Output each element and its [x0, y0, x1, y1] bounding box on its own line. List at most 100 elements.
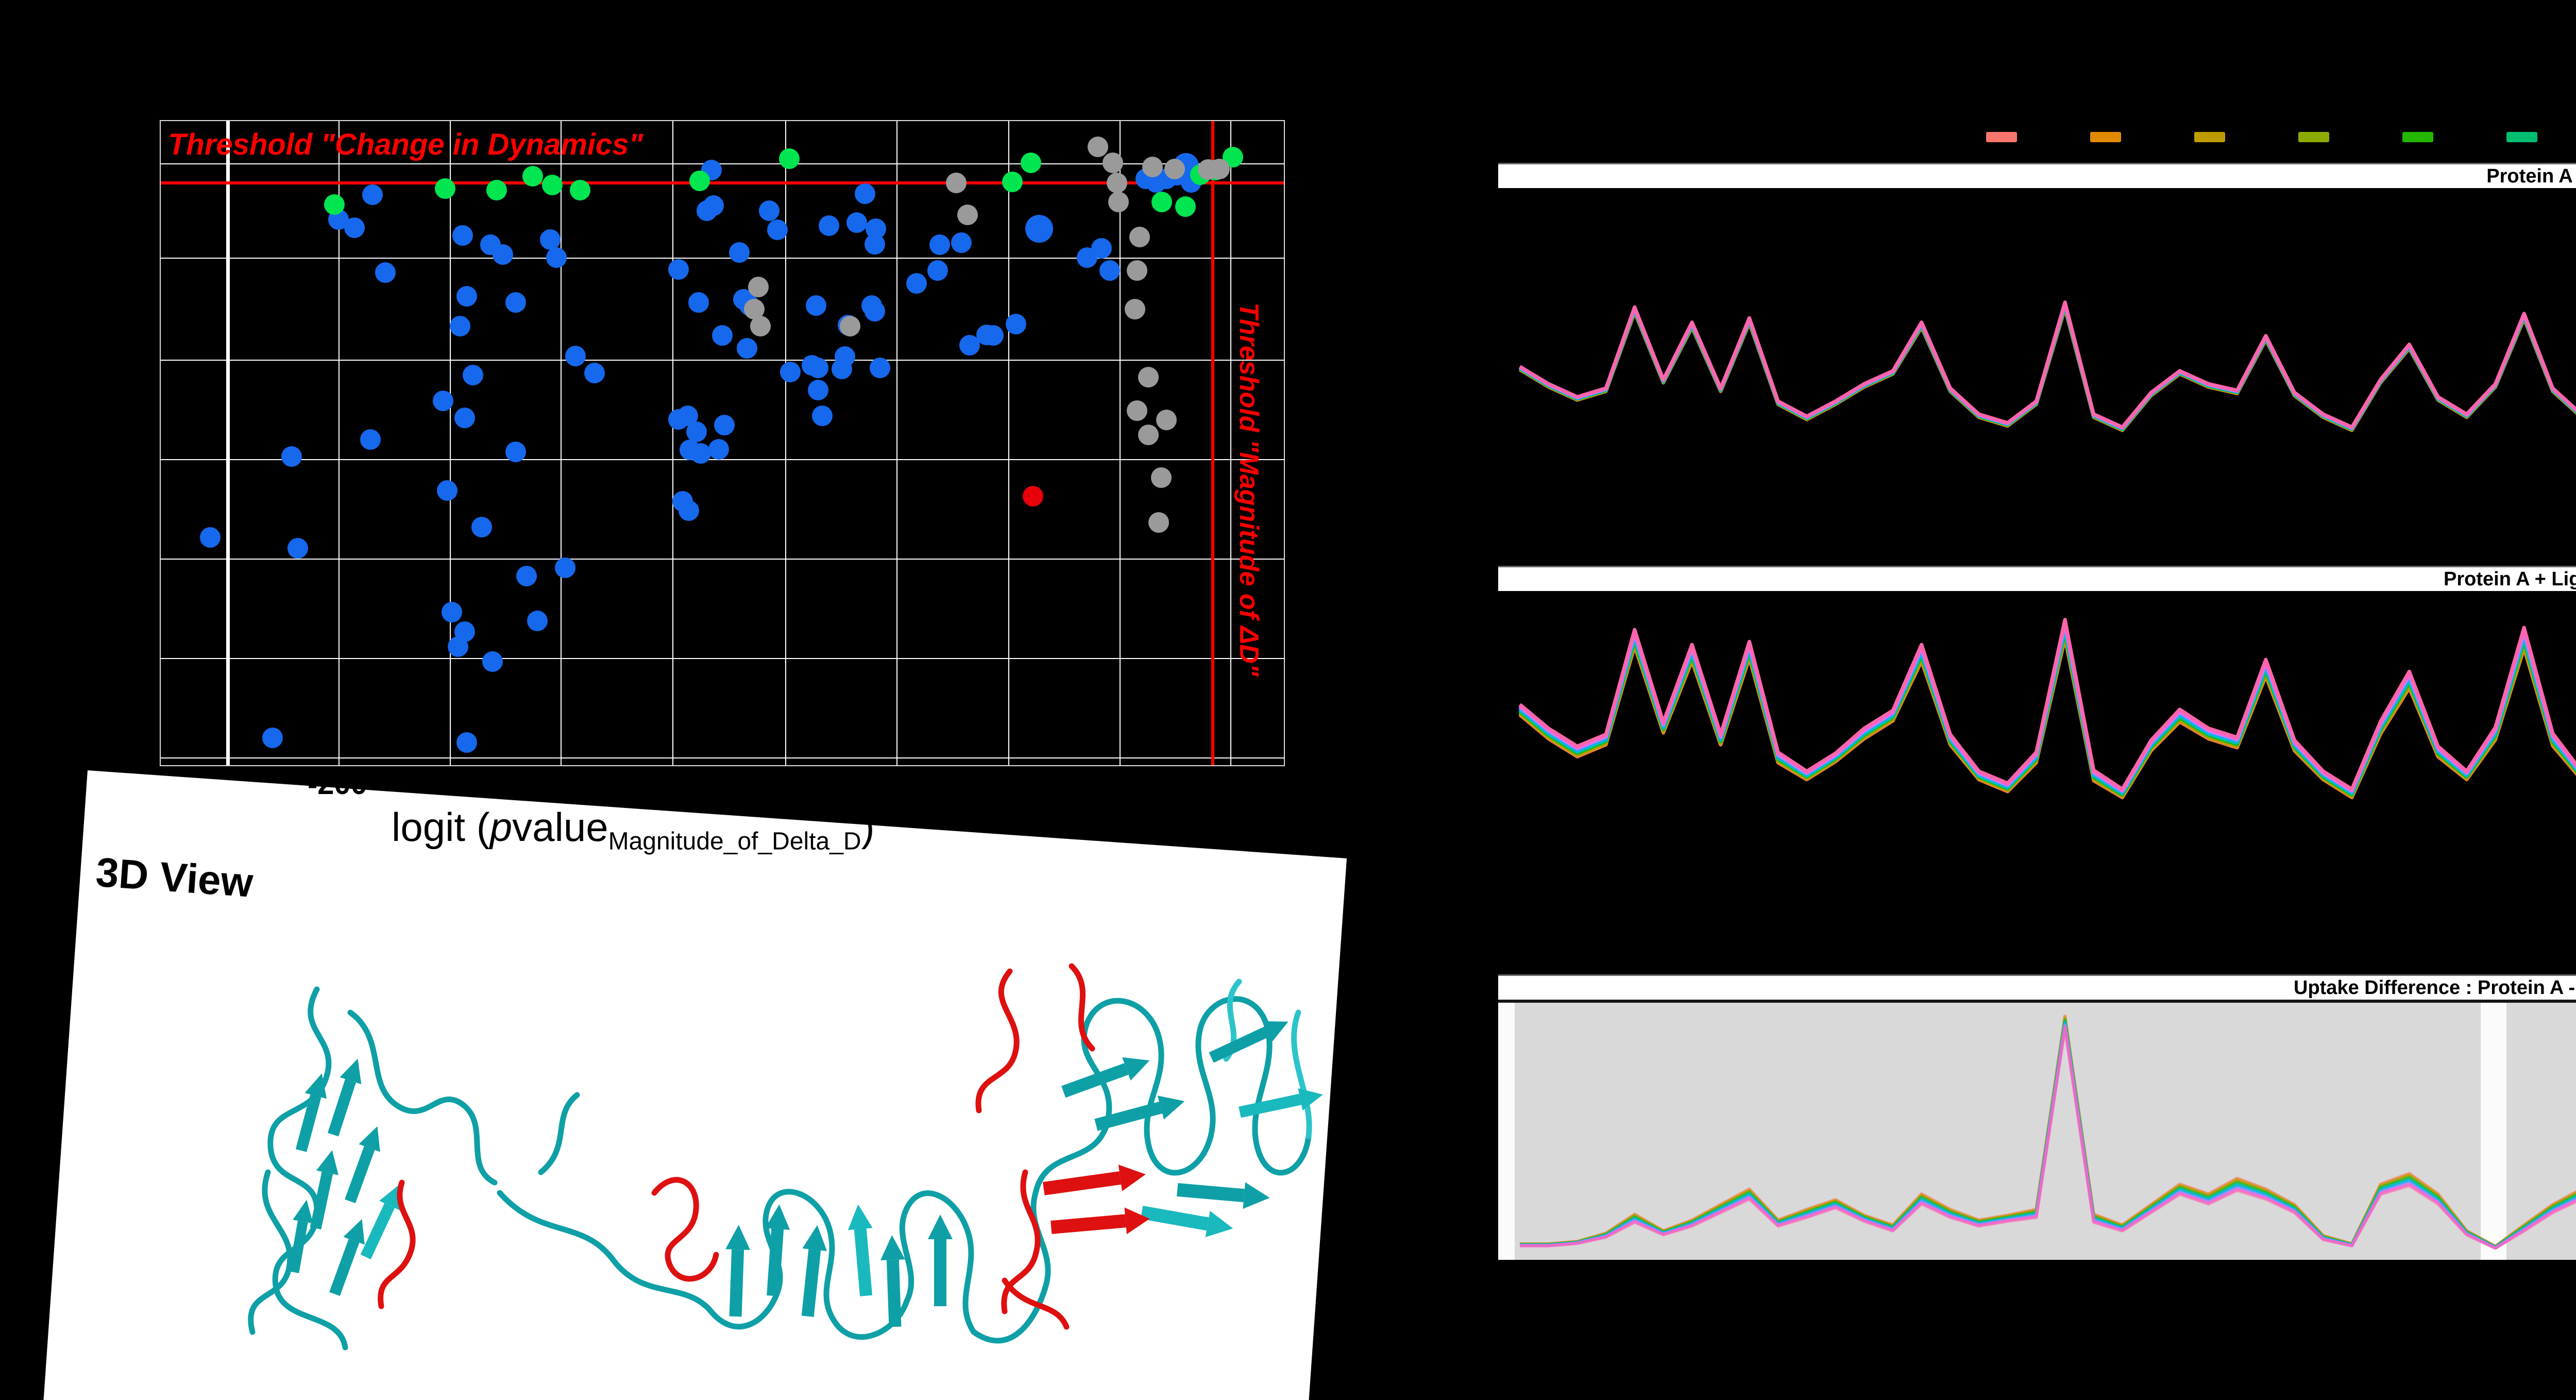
scatter-point-gray[interactable] [1103, 153, 1123, 173]
scatter-point-blue[interactable] [679, 500, 699, 521]
scatter-point-blue[interactable] [714, 415, 735, 435]
scatter-point-gray[interactable] [1127, 260, 1147, 281]
scatter-point-gray[interactable] [1156, 410, 1177, 430]
scatter-point-green[interactable] [779, 148, 800, 169]
legend-swatch-0[interactable] [1986, 132, 2017, 142]
scatter-point-green[interactable] [1175, 196, 1196, 217]
uptake-chart-0[interactable] [1498, 187, 2576, 558]
scatter-point-blue[interactable] [808, 380, 828, 400]
legend-swatch-3[interactable] [2298, 132, 2329, 142]
scatter-point-blue[interactable] [929, 234, 950, 255]
scatter-point-blue[interactable] [555, 558, 575, 578]
scatter-point-green[interactable] [324, 194, 345, 215]
scatter-point-blue[interactable] [362, 184, 383, 205]
scatter-point-blue[interactable] [452, 225, 473, 246]
scatter-point-blue[interactable] [680, 440, 700, 460]
scatter-point-gray[interactable] [1209, 159, 1230, 179]
scatter-point-blue[interactable] [493, 244, 513, 265]
scatter-point-blue[interactable] [1006, 314, 1026, 334]
scatter-point-gray[interactable] [750, 316, 771, 336]
scatter-point-green[interactable] [570, 180, 590, 200]
scatter-point-red[interactable] [1023, 486, 1043, 507]
scatter-point-blue[interactable] [456, 286, 477, 307]
scatter-point-blue[interactable] [729, 242, 750, 263]
scatter-point-blue[interactable] [375, 262, 396, 283]
scatter-point-blue[interactable] [1099, 260, 1120, 281]
scatter-point-gray[interactable] [1148, 512, 1169, 533]
scatter-point-blue[interactable] [437, 480, 457, 501]
legend-swatch-4[interactable] [2402, 132, 2433, 142]
scatter-point-blue[interactable] [1091, 238, 1112, 259]
scatter-point-blue[interactable] [846, 212, 867, 233]
scatter-point-blue[interactable] [505, 292, 526, 313]
scatter-point-gray[interactable] [1151, 467, 1172, 488]
scatter-point-gray[interactable] [1138, 425, 1159, 445]
scatter-point-blue[interactable] [516, 566, 537, 586]
scatter-point-blue[interactable] [360, 429, 381, 450]
scatter-point-blue[interactable] [450, 316, 470, 336]
scatter-point-blue[interactable] [688, 292, 709, 313]
scatter-point-blue[interactable] [983, 325, 1004, 346]
scatter-point-blue[interactable] [471, 517, 492, 537]
scatter-point-green[interactable] [1151, 192, 1172, 212]
scatter-point-blue[interactable] [565, 346, 586, 366]
scatter-point-blue[interactable] [200, 527, 221, 548]
protein-ribbon-3d-structure[interactable] [222, 951, 1370, 1399]
legend-swatch-1[interactable] [2090, 132, 2121, 142]
scatter-point-gray[interactable] [840, 316, 860, 336]
scatter-point-blue[interactable] [819, 215, 839, 236]
scatter-point-blue[interactable] [281, 446, 302, 467]
scatter-point-blue[interactable] [1025, 215, 1053, 243]
scatter-point-blue[interactable] [832, 359, 852, 379]
legend-swatch-5[interactable] [2506, 132, 2537, 142]
scatter-point-blue[interactable] [808, 358, 828, 378]
scatter-point-green[interactable] [542, 175, 563, 195]
scatter-point-blue[interactable] [927, 260, 948, 281]
scatter-point-gray[interactable] [1129, 227, 1150, 247]
uptake-chart-1[interactable] [1498, 589, 2576, 950]
scatter-point-gray[interactable] [946, 173, 967, 193]
scatter-point-blue[interactable] [865, 301, 885, 322]
scatter-point-blue[interactable] [870, 358, 890, 378]
scatter-point-gray[interactable] [1125, 299, 1145, 319]
scatter-point-blue[interactable] [463, 365, 483, 385]
scatter-point-gray[interactable] [1164, 159, 1185, 179]
scatter-point-blue[interactable] [448, 636, 468, 657]
scatter-point-blue[interactable] [442, 602, 462, 622]
scatter-point-blue[interactable] [584, 363, 605, 383]
scatter-point-gray[interactable] [748, 277, 769, 297]
scatter-point-blue[interactable] [767, 220, 788, 240]
scatter-point-blue[interactable] [712, 325, 733, 346]
scatter-point-blue[interactable] [759, 200, 779, 221]
scatter-point-blue[interactable] [456, 732, 477, 753]
scatter-point-green[interactable] [689, 171, 710, 191]
scatter-point-blue[interactable] [812, 406, 833, 426]
scatter-point-blue[interactable] [546, 247, 567, 268]
scatter-point-blue[interactable] [906, 273, 927, 294]
scatter-point-gray[interactable] [1108, 192, 1129, 212]
scatter-point-blue[interactable] [708, 439, 729, 460]
scatter-point-gray[interactable] [1088, 137, 1108, 157]
scatter-point-blue[interactable] [505, 442, 526, 462]
scatter-point-blue[interactable] [527, 611, 548, 631]
scatter-point-blue[interactable] [780, 362, 801, 382]
scatter-point-blue[interactable] [855, 183, 875, 204]
volcano-plot[interactable]: Threshold "Change in Dynamics" Threshold… [160, 120, 1285, 766]
scatter-point-blue[interactable] [262, 728, 283, 748]
scatter-point-blue[interactable] [454, 408, 475, 428]
scatter-point-blue[interactable] [344, 217, 365, 238]
scatter-point-gray[interactable] [1142, 157, 1163, 177]
scatter-point-green[interactable] [522, 166, 543, 187]
scatter-point-blue[interactable] [686, 421, 707, 442]
scatter-point-blue[interactable] [737, 338, 757, 359]
scatter-point-gray[interactable] [1138, 367, 1159, 387]
scatter-point-green[interactable] [1021, 153, 1041, 173]
scatter-point-gray[interactable] [1127, 400, 1147, 421]
scatter-point-green[interactable] [1002, 172, 1023, 192]
scatter-point-gray[interactable] [957, 205, 978, 225]
scatter-point-blue[interactable] [951, 232, 972, 253]
scatter-point-blue[interactable] [806, 295, 826, 316]
scatter-point-blue[interactable] [287, 538, 308, 559]
scatter-point-green[interactable] [486, 180, 507, 200]
uptake-chart-2[interactable] [1498, 998, 2576, 1260]
